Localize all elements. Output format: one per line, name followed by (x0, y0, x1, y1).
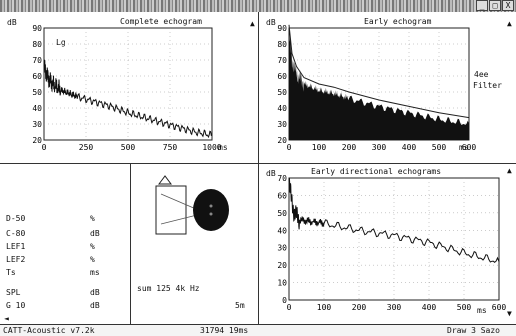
y-tick-label: 50 (277, 209, 287, 218)
minimize-button[interactable]: _ (476, 0, 488, 11)
y-tick-label: 40 (277, 104, 287, 113)
scroll-down-arrow[interactable]: ▼ (507, 310, 512, 318)
parameter-unit: % (90, 242, 95, 251)
y-tick-label: 80 (32, 40, 42, 49)
y-tick-label: 50 (32, 88, 42, 97)
x-tick-label: 0 (287, 303, 292, 312)
x-tick-label: 0 (42, 143, 47, 152)
y-tick-label: 50 (277, 88, 287, 97)
direction-line (161, 194, 196, 209)
parameter-name: C-80 (6, 229, 25, 238)
parameter-name: D-50 (6, 214, 25, 223)
y-tick-label: 10 (277, 279, 287, 288)
maximize-button[interactable]: □ (489, 0, 501, 11)
directivity-marker (210, 205, 213, 208)
direction-pointer-icon (159, 176, 171, 184)
y-tick-label: 60 (277, 72, 287, 81)
x-tick-label: 750 (163, 143, 178, 152)
y-tick-label: 30 (277, 244, 287, 253)
y-tick-label: 60 (32, 72, 42, 81)
scroll-up-arrow[interactable]: ▲ (250, 20, 255, 28)
y-tick-label: 30 (277, 120, 287, 129)
y-tick-label: 40 (277, 226, 287, 235)
x-tick-label: 400 (402, 143, 417, 152)
close-button[interactable]: X (502, 0, 514, 11)
status-bar: CATT-Acoustic v7.2k 31794 19ms Draw 3 Sa… (0, 324, 516, 336)
x-tick-label: 300 (387, 303, 402, 312)
x-tick-label: 0 (287, 143, 292, 152)
scale-label: 5m (235, 301, 245, 310)
x-tick-label: 500 (432, 143, 447, 152)
directivity-marker (210, 213, 213, 216)
x-tick-label: 1000 (202, 143, 221, 152)
x-tick-label: 400 (422, 303, 437, 312)
echogram-line (44, 60, 212, 137)
directional-diagram (131, 164, 258, 324)
parameter-unit: dB (90, 229, 100, 238)
y-tick-label: 40 (32, 104, 42, 113)
x-tick-label: 250 (79, 143, 94, 152)
parameter-unit: % (90, 255, 95, 264)
parameter-name: SPL (6, 288, 20, 297)
parameter-name: Ts (6, 268, 16, 277)
band-label: sum 125 4k Hz (137, 284, 200, 293)
parameter-name: G 10 (6, 301, 25, 310)
x-tick-label: 100 (312, 143, 327, 152)
status-counter: 31794 19ms (200, 326, 248, 335)
x-tick-label: 500 (121, 143, 136, 152)
window-titlebar: _ □ X (0, 0, 516, 12)
scroll-left-arrow[interactable]: ◄ (4, 315, 9, 323)
y-tick-label: 70 (32, 56, 42, 65)
x-tick-label: 200 (352, 303, 367, 312)
parameter-unit: dB (90, 301, 100, 310)
x-tick-label: 300 (372, 143, 387, 152)
y-tick-label: 60 (277, 191, 287, 200)
x-tick-label: 600 (492, 303, 507, 312)
y-tick-label: 80 (277, 40, 287, 49)
x-tick-label: 600 (462, 143, 477, 152)
y-tick-label: 90 (277, 24, 287, 33)
scroll-up-arrow[interactable]: ▲ (507, 20, 512, 28)
x-tick-label: 200 (342, 143, 357, 152)
direction-box (156, 186, 186, 234)
window-controls: _ □ X (476, 0, 514, 12)
y-tick-label: 30 (32, 120, 42, 129)
directional-panel: sum 125 4k Hz 5m (131, 164, 258, 324)
parameter-unit: % (90, 214, 95, 223)
y-tick-label: 70 (277, 56, 287, 65)
status-right-label: Draw 3 Sazo (447, 326, 500, 335)
parameter-name: LEF1 (6, 242, 25, 251)
directivity-balloon (193, 189, 229, 231)
y-tick-label: 70 (277, 174, 287, 183)
parameter-unit: ms (90, 268, 100, 277)
scroll-up-arrow[interactable]: ▲ (507, 167, 512, 175)
parameter-unit: dB (90, 288, 100, 297)
y-tick-label: 90 (32, 24, 42, 33)
parameter-name: LEF2 (6, 255, 25, 264)
x-tick-label: 100 (317, 303, 332, 312)
parameters-panel: D-50% C-80 dB LEF1% LEF2% Ts ms SPL dB G 10 dB ◄ (0, 164, 130, 324)
app-version: CATT-Acoustic v7.2k (3, 326, 95, 335)
y-tick-label: 20 (277, 261, 287, 270)
x-tick-label: 500 (457, 303, 472, 312)
